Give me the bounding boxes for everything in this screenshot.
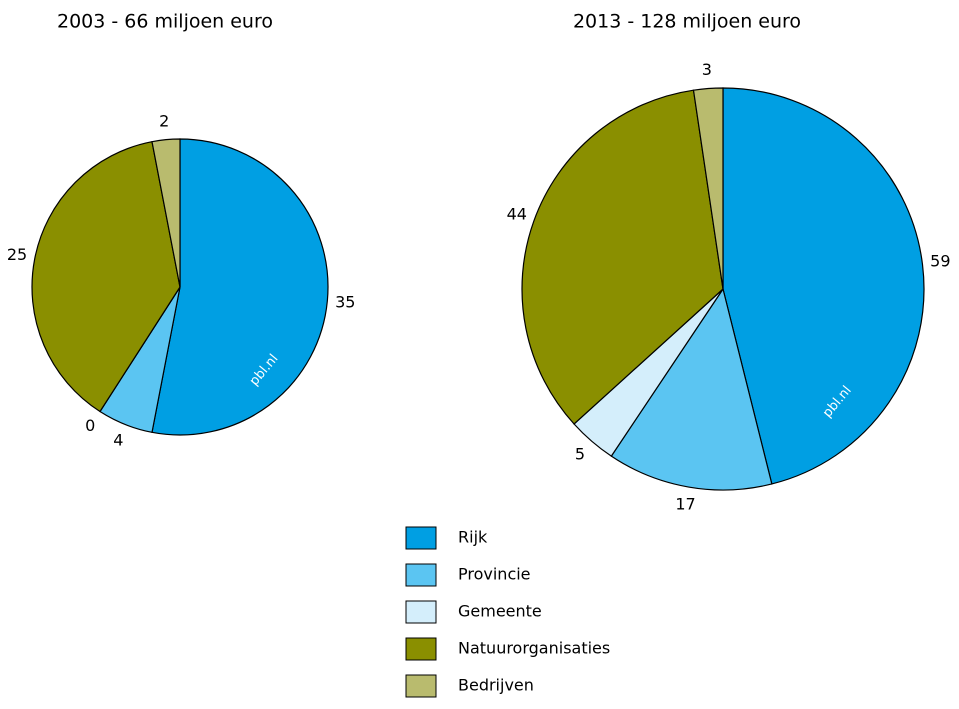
legend-label: Natuurorganisaties — [458, 639, 610, 658]
slice-label: 3 — [702, 60, 712, 79]
chart-title: 2013 - 128 miljoen euro — [573, 11, 801, 33]
pie-slice — [151, 138, 329, 436]
slice-label: 4 — [113, 431, 123, 450]
pie-slice — [521, 89, 724, 425]
legend-label: Bedrijven — [458, 676, 534, 695]
pie-slice — [31, 140, 181, 413]
slice-label: 25 — [7, 245, 27, 264]
slice-label: 44 — [507, 205, 527, 224]
slice-label: 35 — [335, 292, 355, 311]
pie-slice — [151, 138, 181, 288]
legend-swatch — [405, 600, 437, 624]
legend-swatch — [405, 637, 437, 661]
legend-label: Gemeente — [458, 602, 542, 621]
pie-slice — [610, 287, 773, 491]
legend-swatch — [405, 526, 437, 550]
legend-swatch — [405, 674, 437, 698]
pie-slice — [722, 87, 925, 485]
slice-label: 59 — [930, 252, 950, 271]
pie-slice — [692, 87, 724, 290]
legend-label: Rijk — [458, 528, 488, 547]
chart-title: 2003 - 66 miljoen euro — [57, 11, 273, 33]
legend-label: Provincie — [458, 565, 531, 584]
legend-swatch — [405, 563, 437, 587]
slice-label: 2 — [159, 111, 169, 130]
slice-label: 0 — [85, 416, 95, 435]
slice-label: 17 — [675, 494, 695, 513]
slice-label: 5 — [575, 444, 585, 463]
